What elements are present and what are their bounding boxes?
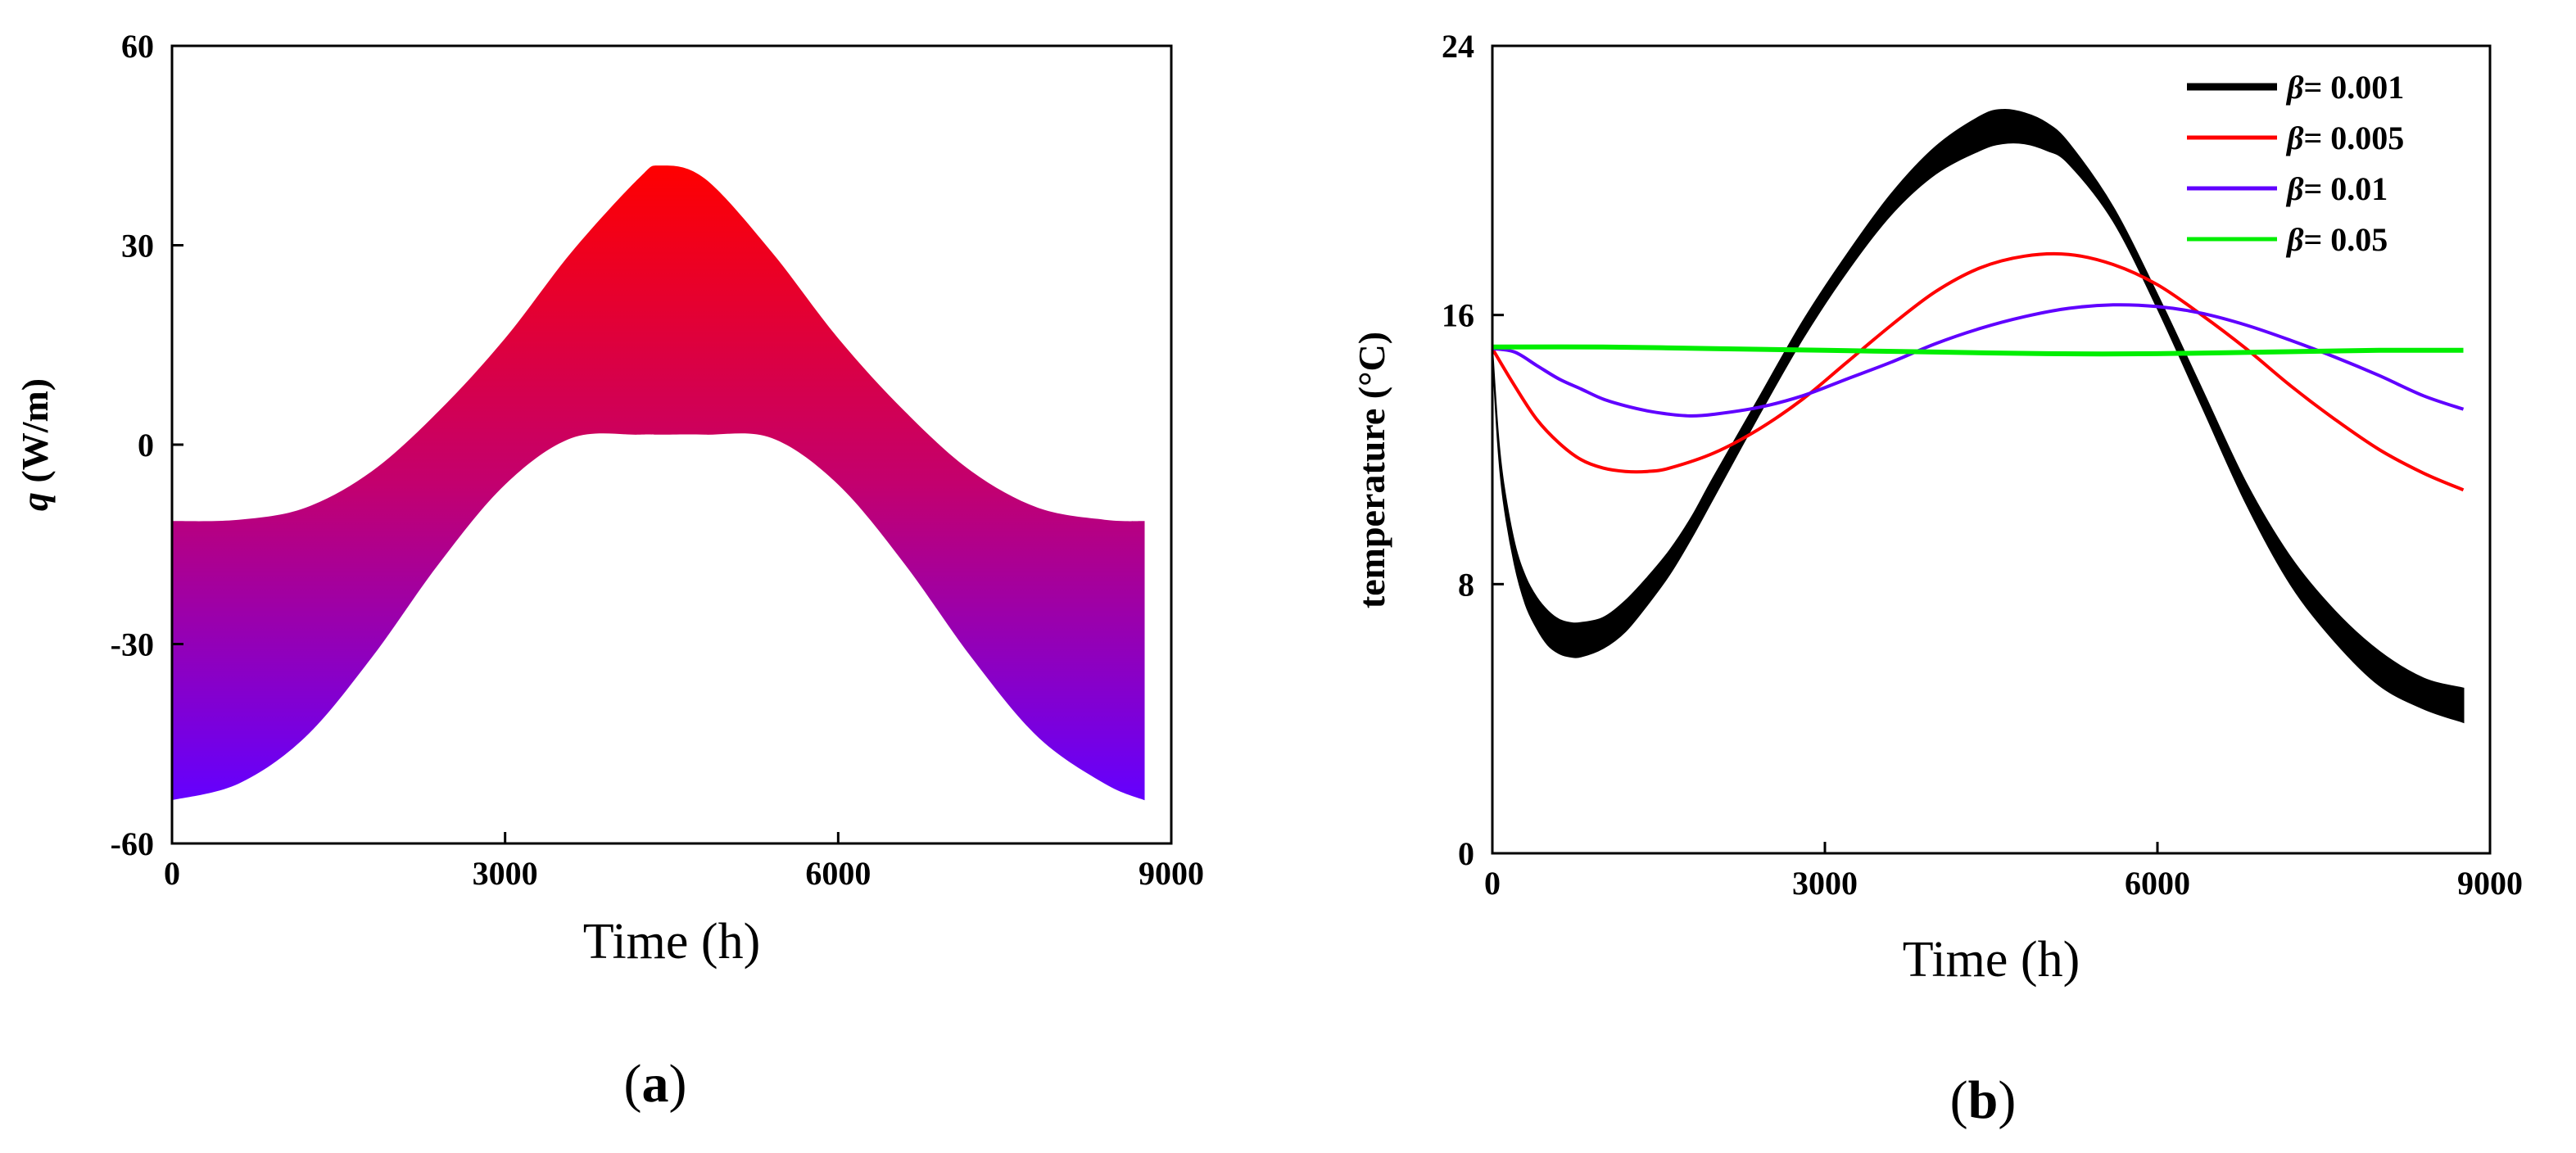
- legend-label-1: β= 0.001: [2285, 69, 2404, 106]
- a-x-tick-label: 9000: [1139, 855, 1204, 892]
- chart-a-y-axis-label-unit: (W/m): [14, 378, 56, 492]
- legend-label-2-value: = 0.005: [2304, 120, 2405, 156]
- legend-label-4-value: = 0.05: [2304, 221, 2388, 258]
- legend-label-3-value: = 0.01: [2304, 170, 2388, 207]
- b-x-tick-label: 0: [1484, 865, 1501, 902]
- chart-a-panel-label: (a): [624, 1054, 687, 1114]
- a-y-tick-label: 30: [121, 228, 154, 265]
- a-x-tick-label: 3000: [473, 855, 538, 892]
- chart-b-y-ticks: 0 8 16 24: [1442, 28, 1504, 872]
- legend-label-1-value: = 0.001: [2304, 69, 2405, 106]
- chart-a-y-axis-label: q (W/m): [14, 378, 56, 511]
- chart-a-area-band: [172, 165, 1145, 801]
- legend-label-2: β= 0.005: [2285, 120, 2404, 156]
- chart-a-plot-frame: [170, 44, 1173, 845]
- chart-b-series-3-line: [1492, 303, 2465, 418]
- chart-a-panel-letter: a: [642, 1054, 669, 1114]
- chart-b-panel-label: (b): [1950, 1070, 2017, 1130]
- chart-a-x-axis-label: Time (h): [583, 914, 760, 970]
- chart-b-plot-frame: [1491, 44, 2492, 855]
- chart-b-panel-letter: b: [1968, 1070, 1999, 1130]
- chart-b-series-1-line: [1492, 108, 2465, 724]
- legend-label-3: β= 0.01: [2285, 170, 2388, 207]
- legend-label-1-symbol: β: [2285, 69, 2304, 106]
- chart-b-y-axis-label: temperature (°C): [1351, 332, 1392, 608]
- b-y-tick-label: 16: [1442, 297, 1474, 334]
- a-x-tick-label: 0: [164, 855, 180, 892]
- b-x-tick-label: 3000: [1792, 865, 1858, 902]
- chart-b-series-4-line: [1492, 344, 2464, 357]
- legend-label-3-symbol: β: [2285, 170, 2304, 207]
- legend-label-4-symbol: β: [2285, 221, 2304, 258]
- a-y-tick-label: -60: [111, 825, 154, 862]
- chart-b-x-ticks: 0 3000 6000 9000: [1484, 842, 2523, 902]
- a-y-tick-label: 60: [121, 28, 154, 65]
- b-y-tick-label: 24: [1442, 28, 1474, 65]
- b-y-tick-label: 0: [1458, 835, 1474, 872]
- chart-b-x-axis-label: Time (h): [1903, 932, 2080, 988]
- a-x-tick-label: 6000: [805, 855, 871, 892]
- chart-b-series-2-line: [1491, 251, 2465, 492]
- a-y-tick-label: 0: [138, 427, 154, 463]
- legend-label-4: β= 0.05: [2285, 221, 2388, 258]
- chart-a-y-ticks: 60 30 0 -30 -60: [111, 28, 183, 862]
- chart-a-x-ticks: 0 3000 6000 9000: [164, 832, 1204, 892]
- b-y-tick-label: 8: [1458, 566, 1474, 603]
- chart-b-series: [1491, 108, 2465, 724]
- legend-label-2-symbol: β: [2285, 120, 2304, 156]
- b-x-tick-label: 6000: [2125, 865, 2190, 902]
- a-y-tick-label: -30: [111, 626, 154, 663]
- b-x-tick-label: 9000: [2457, 865, 2523, 902]
- chart-a: 0 3000 6000 9000 60 30 0 -30 -60 Time (h) q (W/…: [14, 28, 1204, 1114]
- chart-a-y-axis-label-symbol: q: [14, 492, 56, 511]
